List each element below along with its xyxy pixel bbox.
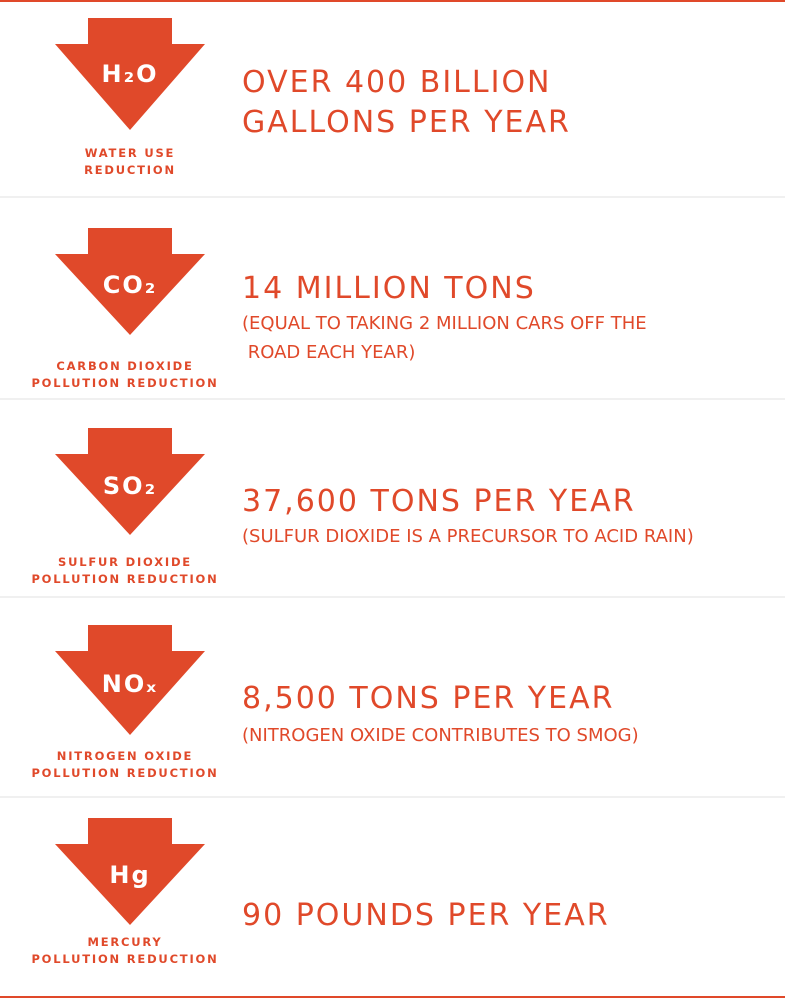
- label: REDUCTION: [84, 163, 176, 177]
- note: (SULFUR DIOXIDE IS A PRECURSOR TO ACID R…: [242, 526, 694, 547]
- label: POLLUTION REDUCTION: [31, 376, 218, 390]
- heading: 37,600 TONS PER YEAR: [242, 484, 636, 519]
- label: POLLUTION REDUCTION: [31, 766, 218, 780]
- symbol: H₂O: [102, 60, 159, 88]
- label: SULFUR DIOXIDE: [58, 555, 192, 569]
- heading: GALLONS PER YEAR: [242, 105, 571, 140]
- arrow-icon: [55, 818, 205, 925]
- arrow-icon: [55, 228, 205, 335]
- heading: 14 MILLION TONS: [242, 271, 536, 306]
- label: NITROGEN OXIDE: [57, 749, 193, 763]
- label: POLLUTION REDUCTION: [31, 952, 218, 966]
- note: ROAD EACH YEAR): [242, 342, 415, 363]
- label: WATER USE: [85, 146, 175, 160]
- label: CARBON DIOXIDE: [56, 359, 193, 373]
- arrow-icon: [55, 625, 205, 735]
- arrow-icon: [55, 428, 205, 535]
- heading: 8,500 TONS PER YEAR: [242, 681, 614, 716]
- heading: 90 POUNDS PER YEAR: [242, 898, 610, 933]
- symbol: NOₓ: [102, 670, 158, 698]
- arrow-icon: [55, 18, 205, 130]
- label: POLLUTION REDUCTION: [31, 572, 218, 586]
- note: (EQUAL TO TAKING 2 MILLION CARS OFF THE: [242, 313, 647, 334]
- symbol: CO₂: [103, 271, 158, 299]
- note: (NITROGEN OXIDE CONTRIBUTES TO SMOG): [242, 725, 639, 746]
- label: MERCURY: [87, 935, 162, 949]
- symbol: Hg: [109, 861, 150, 889]
- heading: OVER 400 BILLION: [242, 65, 552, 100]
- symbol: SO₂: [103, 472, 157, 500]
